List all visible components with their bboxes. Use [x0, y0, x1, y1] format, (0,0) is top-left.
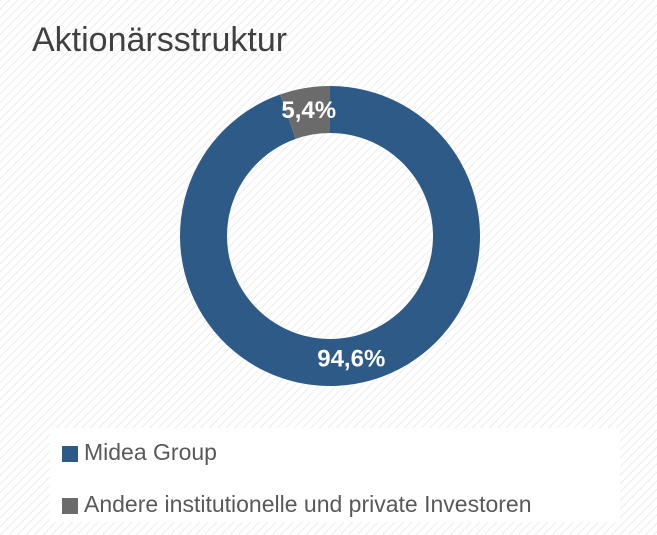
legend-label: Andere institutionelle und private Inves… [84, 491, 532, 517]
chart-title: Aktionärsstruktur [32, 21, 287, 59]
donut-segment [280, 86, 330, 139]
legend-box [50, 428, 620, 522]
data-label: 5,4% [281, 97, 336, 124]
legend-swatch [62, 446, 78, 462]
legend-swatch [62, 498, 78, 514]
donut-segment [180, 86, 481, 386]
data-label: 94,6% [317, 346, 385, 373]
legend-label: Midea Group [84, 439, 217, 465]
